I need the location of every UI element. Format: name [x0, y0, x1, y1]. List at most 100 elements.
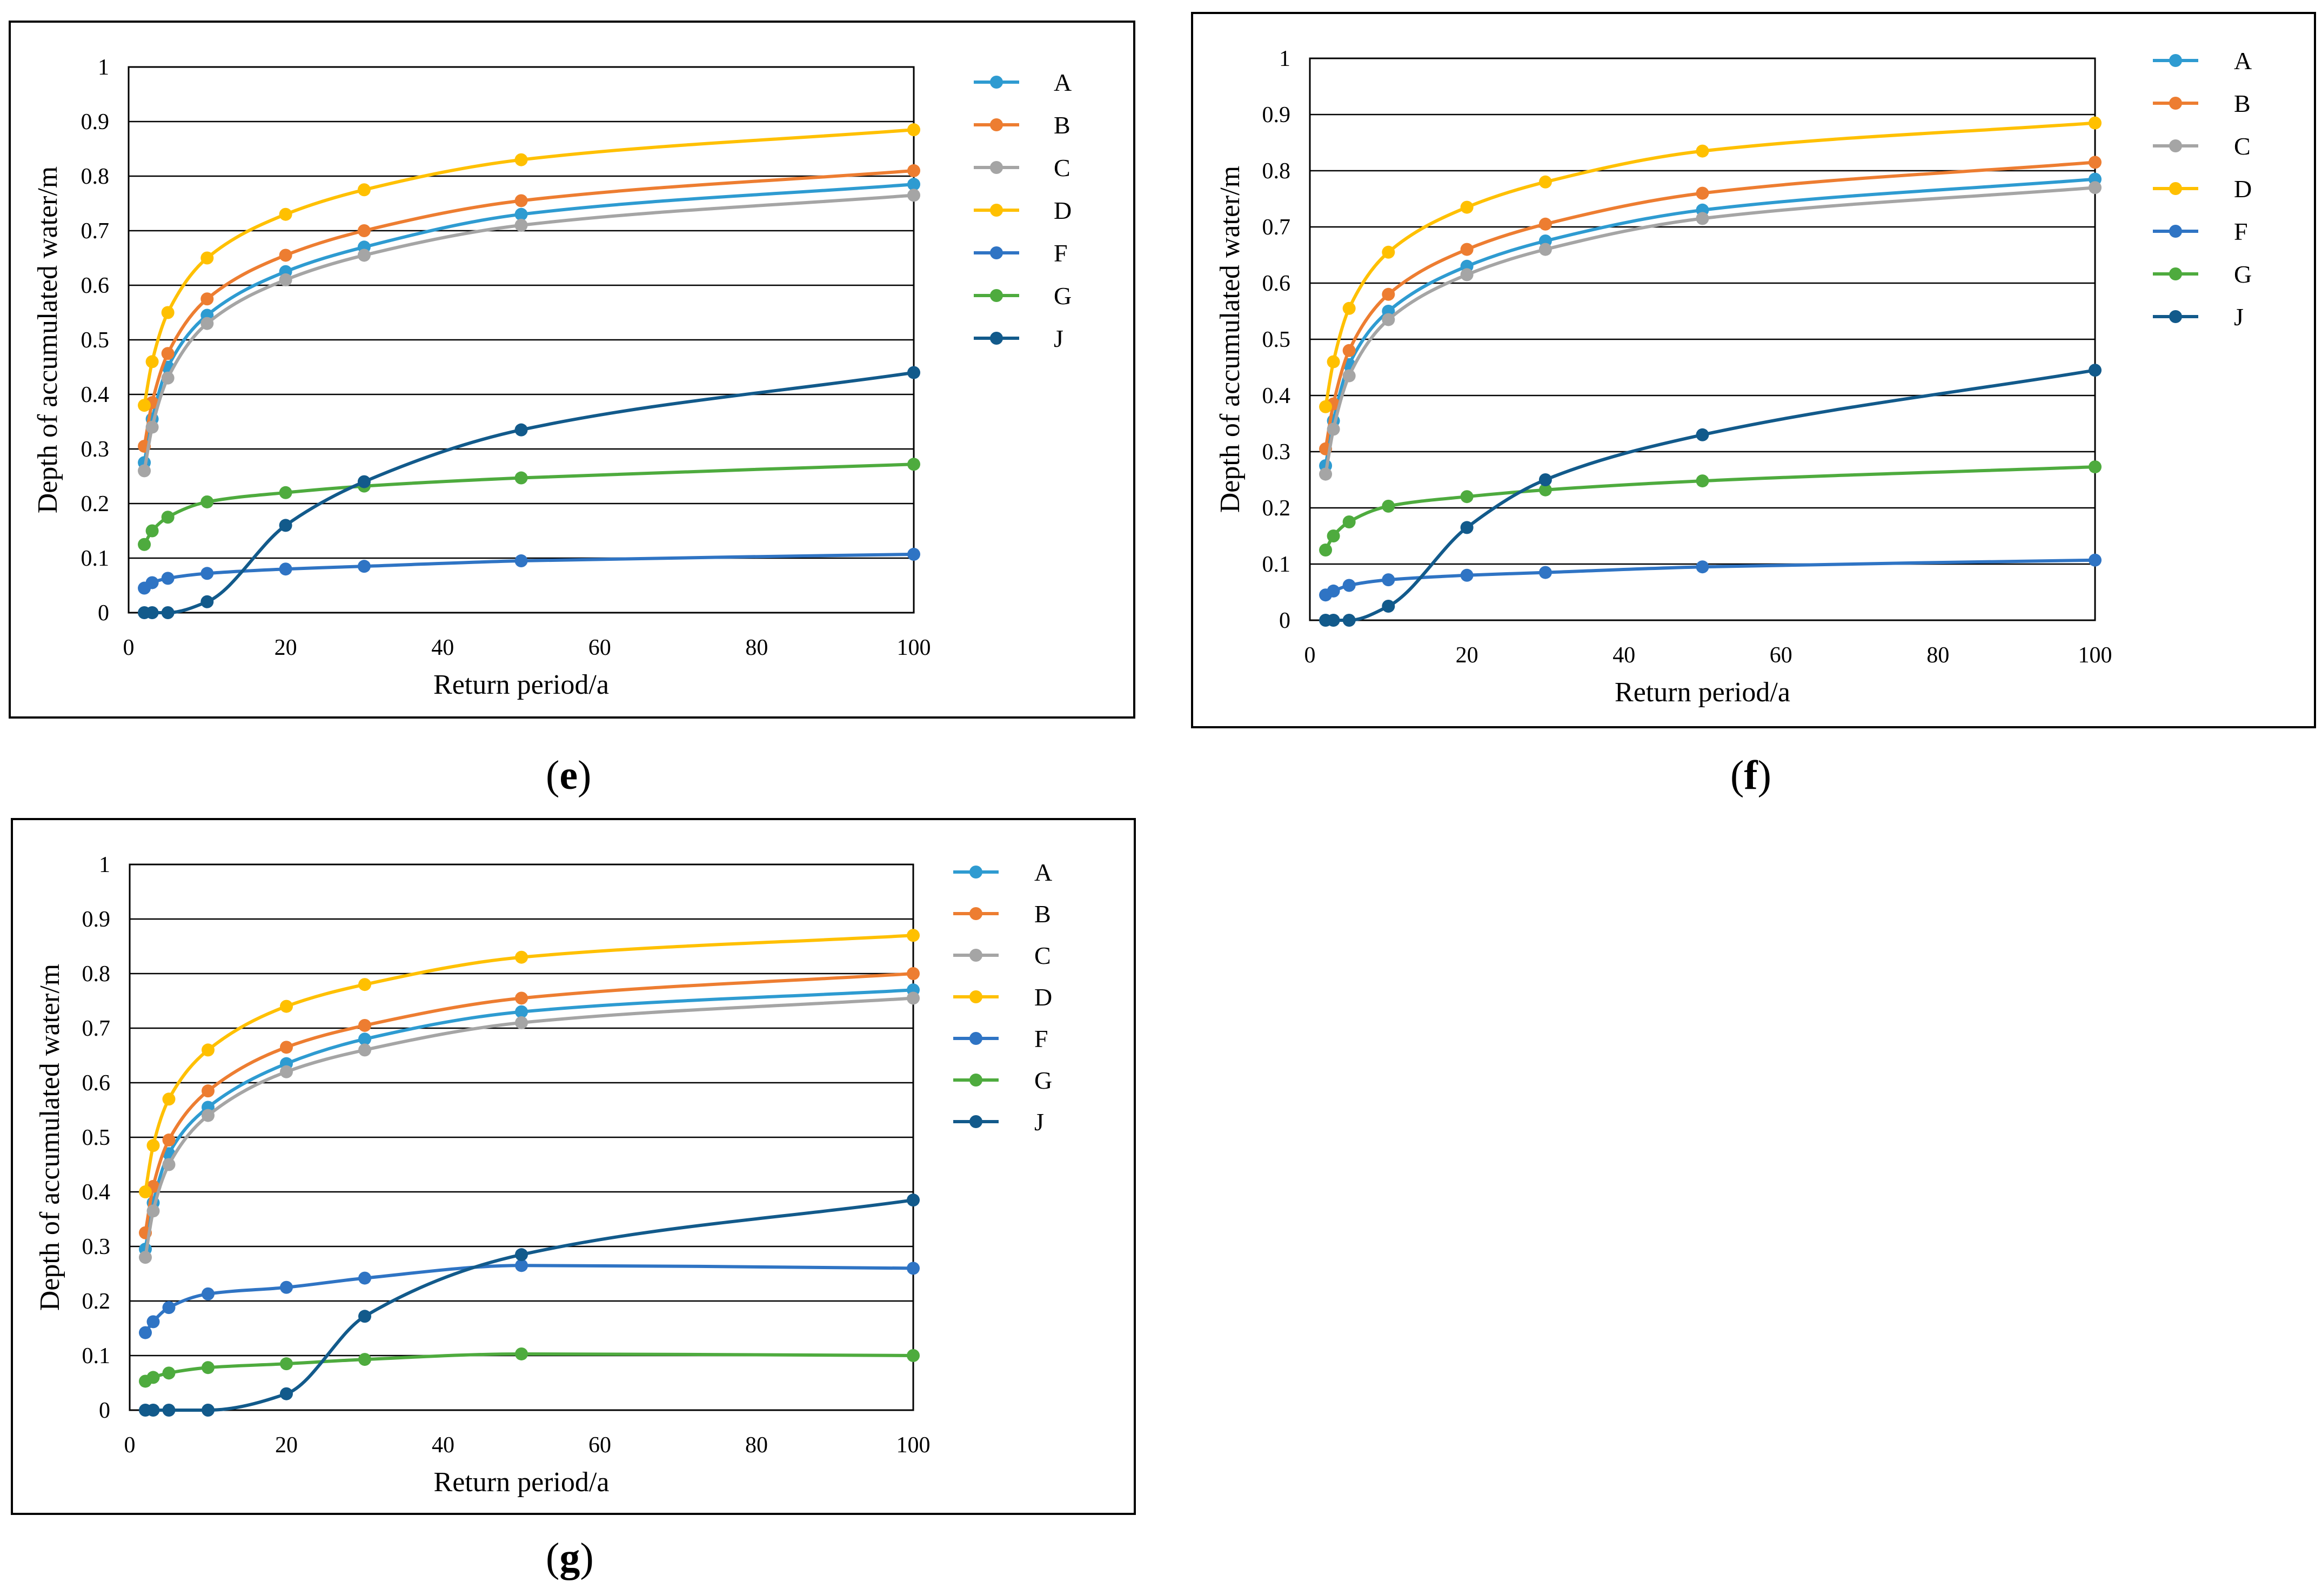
data-point-J: [2089, 364, 2102, 377]
data-point-F: [1460, 568, 1474, 582]
series-line-C: [143, 193, 914, 471]
data-point-F: [907, 547, 920, 561]
series-line-F: [143, 552, 914, 589]
data-point-D: [145, 355, 159, 368]
caption-open: (: [546, 753, 560, 798]
series-line-F: [144, 1264, 914, 1334]
data-point-G: [514, 471, 528, 485]
data-point-C: [1319, 467, 1333, 481]
y-tick-label: 0.9: [1262, 103, 1291, 128]
data-point-D: [1382, 245, 1395, 259]
y-tick-label: 0.7: [81, 219, 110, 244]
data-point-C: [146, 1204, 160, 1218]
x-tick-label: 40: [431, 635, 454, 660]
data-point-F: [907, 1262, 920, 1275]
y-tick-label: 0.4: [1262, 384, 1291, 408]
data-point-D: [1460, 200, 1474, 214]
caption-letter: g: [559, 1535, 580, 1580]
data-point-C: [280, 1065, 293, 1078]
legend-marker-C: [990, 161, 1003, 174]
legend-label-G: G: [2234, 260, 2252, 288]
data-point-J: [200, 595, 214, 608]
data-point-D: [146, 1139, 160, 1152]
legend-marker-G: [969, 1074, 982, 1087]
series-line-D: [144, 934, 914, 1192]
data-point-F: [139, 1326, 152, 1339]
y-tick-label: 0.1: [81, 546, 110, 571]
data-point-B: [515, 991, 528, 1005]
data-point-C: [907, 991, 920, 1005]
y-tick-label: 0.2: [81, 492, 110, 517]
data-point-G: [162, 1366, 176, 1380]
legend-marker-G: [990, 289, 1003, 302]
data-point-C: [1460, 268, 1474, 281]
x-tick-label: 0: [123, 635, 135, 660]
caption-f: (f): [1730, 752, 1771, 799]
y-axis-label: Depth of accumulated water/m: [32, 166, 63, 514]
data-point-F: [145, 576, 159, 589]
legend-label-C: C: [2234, 132, 2251, 160]
caption-close: ): [1757, 753, 1771, 798]
data-point-B: [202, 1084, 215, 1098]
series-line-C: [144, 996, 914, 1258]
data-point-F: [202, 1287, 215, 1300]
data-point-J: [358, 1310, 371, 1323]
data-point-F: [161, 572, 175, 585]
data-point-J: [1460, 521, 1474, 534]
data-point-G: [138, 538, 151, 551]
data-point-D: [357, 183, 371, 197]
legend-label-J: J: [2234, 303, 2244, 331]
y-axis-label: Depth of accumulated water/m: [35, 964, 65, 1311]
data-point-B: [357, 224, 371, 237]
data-point-G: [200, 495, 214, 508]
legend-label-A: A: [1034, 859, 1052, 886]
y-tick-label: 0.6: [81, 273, 110, 298]
y-tick-label: 0.8: [81, 164, 110, 189]
legend-marker-B: [990, 118, 1003, 131]
y-tick-label: 0.5: [82, 1125, 111, 1150]
x-axis-label: Return period/a: [1615, 677, 1790, 708]
data-point-J: [280, 1387, 293, 1400]
data-point-B: [280, 1041, 293, 1054]
x-tick-label: 20: [275, 635, 297, 660]
data-point-D: [280, 1000, 293, 1013]
x-tick-label: 100: [2078, 643, 2112, 668]
y-tick-label: 0.3: [81, 437, 110, 462]
data-point-J: [279, 519, 292, 532]
plot-area: [128, 66, 915, 614]
data-point-J: [1342, 614, 1356, 627]
x-tick-label: 60: [588, 1433, 611, 1458]
data-point-C: [1538, 243, 1552, 256]
data-point-F: [1342, 579, 1356, 592]
data-point-F: [280, 1280, 293, 1294]
y-tick-label: 0.7: [82, 1016, 111, 1041]
y-tick-label: 0.9: [82, 907, 111, 932]
data-point-J: [146, 1404, 160, 1417]
data-point-F: [1382, 573, 1395, 587]
data-point-D: [1696, 144, 1709, 158]
data-point-B: [358, 1018, 371, 1032]
y-tick-label: 0.1: [82, 1344, 111, 1369]
y-tick-label: 0.6: [82, 1071, 111, 1096]
data-point-D: [139, 1185, 152, 1198]
y-tick-label: 1: [1279, 46, 1290, 71]
data-point-C: [514, 218, 528, 232]
data-point-G: [146, 1371, 160, 1384]
data-point-B: [161, 347, 175, 360]
series-line-A: [144, 988, 914, 1250]
data-point-D: [515, 950, 528, 964]
data-point-C: [139, 1251, 152, 1264]
legend-marker-J: [990, 332, 1003, 345]
data-point-D: [514, 153, 528, 166]
data-point-G: [280, 1357, 293, 1371]
legend-marker-B: [969, 907, 982, 920]
data-point-G: [1327, 529, 1340, 542]
legend-label-J: J: [1034, 1108, 1044, 1136]
data-point-C: [202, 1109, 215, 1122]
legend-marker-C: [2169, 139, 2182, 152]
data-point-D: [907, 929, 920, 942]
series-line-D: [143, 128, 914, 406]
x-tick-label: 0: [1304, 643, 1316, 668]
data-point-J: [907, 1193, 920, 1207]
